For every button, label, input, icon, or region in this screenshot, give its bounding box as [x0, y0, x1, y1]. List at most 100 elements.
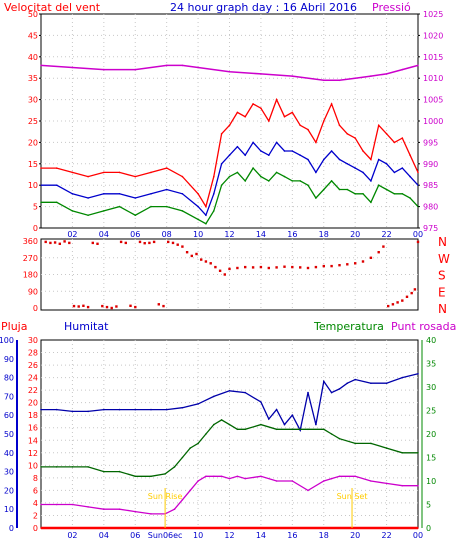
gust-point — [228, 124, 231, 127]
humidity-tick-label: 14 — [28, 436, 38, 445]
direction-point — [148, 241, 151, 245]
wind-tick-label: 40 — [28, 53, 38, 62]
avg-point — [370, 180, 372, 182]
rain-tick-label: 50 — [4, 430, 14, 439]
humidity-tick-label: 16 — [28, 424, 38, 433]
dewpoint-point — [87, 506, 89, 508]
direction-point — [91, 241, 94, 245]
min-point — [71, 210, 74, 212]
min-point — [299, 180, 302, 182]
direction-point — [204, 260, 208, 263]
direction-point — [129, 304, 132, 307]
temperature-tick-label: 15 — [426, 454, 436, 463]
humidity-point — [181, 406, 184, 409]
humidity-point — [260, 401, 262, 403]
dewpoint-point — [260, 475, 262, 478]
humidity-tick-label: 10 — [28, 461, 38, 470]
gust-point — [260, 107, 262, 109]
direction-point — [259, 265, 263, 269]
time-tick-label: 16 — [287, 531, 297, 540]
temperature-point — [103, 470, 105, 473]
dewpoint-point — [385, 482, 388, 485]
dewpoint-point — [236, 475, 239, 478]
direction-tick-label: 360 — [23, 237, 38, 246]
humidity-point — [71, 410, 74, 413]
gust-point — [323, 120, 325, 122]
direction-point — [314, 265, 318, 269]
min-point — [181, 210, 184, 212]
avg-point — [71, 193, 74, 195]
dewpoint-point — [228, 477, 231, 480]
wind-tick-label: 15 — [28, 160, 38, 169]
direction-point — [143, 242, 146, 245]
pressure-tick-label: 1015 — [423, 53, 443, 62]
direction-point — [391, 303, 395, 306]
dewpoint-point — [40, 503, 42, 506]
temperature-point — [40, 466, 42, 468]
wind-tick-label: 25 — [28, 117, 38, 126]
time-tick-label: 14 — [256, 531, 266, 540]
humidity-point — [346, 382, 349, 385]
humidity-point — [55, 408, 58, 411]
humidity-point — [244, 391, 246, 394]
compass-tick-label: E — [438, 285, 446, 299]
humidity-point — [103, 408, 105, 411]
gust-point — [346, 133, 349, 135]
humidity-point — [417, 373, 419, 375]
dewpoint-point — [220, 475, 223, 478]
temperature-point — [354, 442, 357, 445]
rain-tick-label: 10 — [4, 505, 14, 514]
min-point — [401, 193, 404, 195]
avg-point — [401, 167, 404, 169]
temperature-point — [164, 473, 166, 475]
wind-speed-axis: 0 5 10 15 20 25 30 35 40 45 50 — [28, 10, 41, 233]
avg-point — [385, 163, 388, 165]
direction-point — [58, 242, 61, 245]
pressure-point — [401, 68, 404, 71]
direction-point — [275, 266, 278, 269]
avg-point — [330, 150, 333, 152]
chart-title: 24 hour graph day : 16 Abril 2016 — [170, 1, 357, 14]
direction-point — [377, 251, 380, 254]
gust-point — [291, 111, 294, 114]
wind-tick-label: 50 — [28, 10, 38, 19]
pressure-point — [71, 66, 74, 69]
temperature-point — [213, 423, 215, 426]
humidity-point — [283, 423, 286, 426]
pressure-tick-label: 985 — [423, 181, 438, 190]
pressure-point — [370, 75, 372, 77]
temperature-point — [323, 428, 325, 431]
gust-point — [275, 98, 278, 101]
humidity-tick-label: 30 — [28, 336, 38, 345]
dewpoint-point — [338, 475, 341, 478]
min-point — [40, 201, 42, 204]
avg-point — [150, 193, 152, 195]
min-point — [55, 201, 58, 204]
temperature-point — [118, 470, 121, 473]
temperature-point — [260, 423, 262, 426]
time-tick-label: 08 — [162, 230, 172, 239]
humidity-point — [307, 391, 309, 394]
min-point — [323, 188, 325, 191]
avg-point — [275, 141, 278, 144]
humidity-point — [323, 380, 325, 383]
rain-axis: 0 10 20 30 40 50 60 70 80 90 100 — [0, 336, 18, 533]
direction-point — [416, 240, 420, 244]
avg-point — [103, 193, 105, 195]
humidity-point — [330, 391, 333, 394]
avg-point — [213, 193, 215, 195]
humidity-axis-label: Humitat — [64, 320, 109, 333]
temperature-tick-label: 20 — [426, 430, 436, 439]
wind-tick-label: 20 — [28, 138, 38, 147]
time-tick-label: 16 — [287, 230, 297, 239]
pressure-point — [323, 79, 325, 82]
gust-point — [401, 137, 404, 139]
humidity-point — [150, 408, 152, 411]
temperature-point — [401, 452, 404, 454]
humidity-point — [354, 378, 357, 381]
rain-tick-label: 20 — [4, 486, 14, 495]
direction-point — [306, 266, 310, 270]
temperature-tick-label: 0 — [426, 524, 431, 533]
direction-series — [44, 240, 420, 310]
temperature-tick-label: 35 — [426, 360, 436, 369]
